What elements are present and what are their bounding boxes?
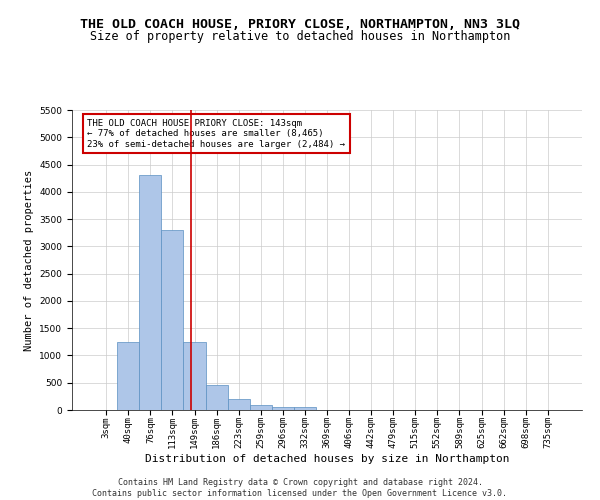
Bar (227, 399, 250, 410)
Bar (250, 404, 272, 410)
Text: Size of property relative to detached houses in Northampton: Size of property relative to detached ho… (90, 30, 510, 43)
Bar (294, 408, 316, 410)
Bar (117, 342, 139, 410)
Bar (139, 176, 161, 410)
Text: THE OLD COACH HOUSE, PRIORY CLOSE, NORTHAMPTON, NN3 3LQ: THE OLD COACH HOUSE, PRIORY CLOSE, NORTH… (80, 18, 520, 30)
Text: THE OLD COACH HOUSE PRIORY CLOSE: 143sqm
← 77% of detached houses are smaller (8: THE OLD COACH HOUSE PRIORY CLOSE: 143sqm… (88, 119, 346, 149)
Y-axis label: Number of detached properties: Number of detached properties (24, 170, 34, 350)
Bar (161, 230, 184, 410)
Bar (206, 386, 227, 410)
Bar (272, 407, 294, 410)
Bar (184, 342, 206, 410)
Text: Contains HM Land Registry data © Crown copyright and database right 2024.
Contai: Contains HM Land Registry data © Crown c… (92, 478, 508, 498)
X-axis label: Distribution of detached houses by size in Northampton: Distribution of detached houses by size … (145, 454, 509, 464)
